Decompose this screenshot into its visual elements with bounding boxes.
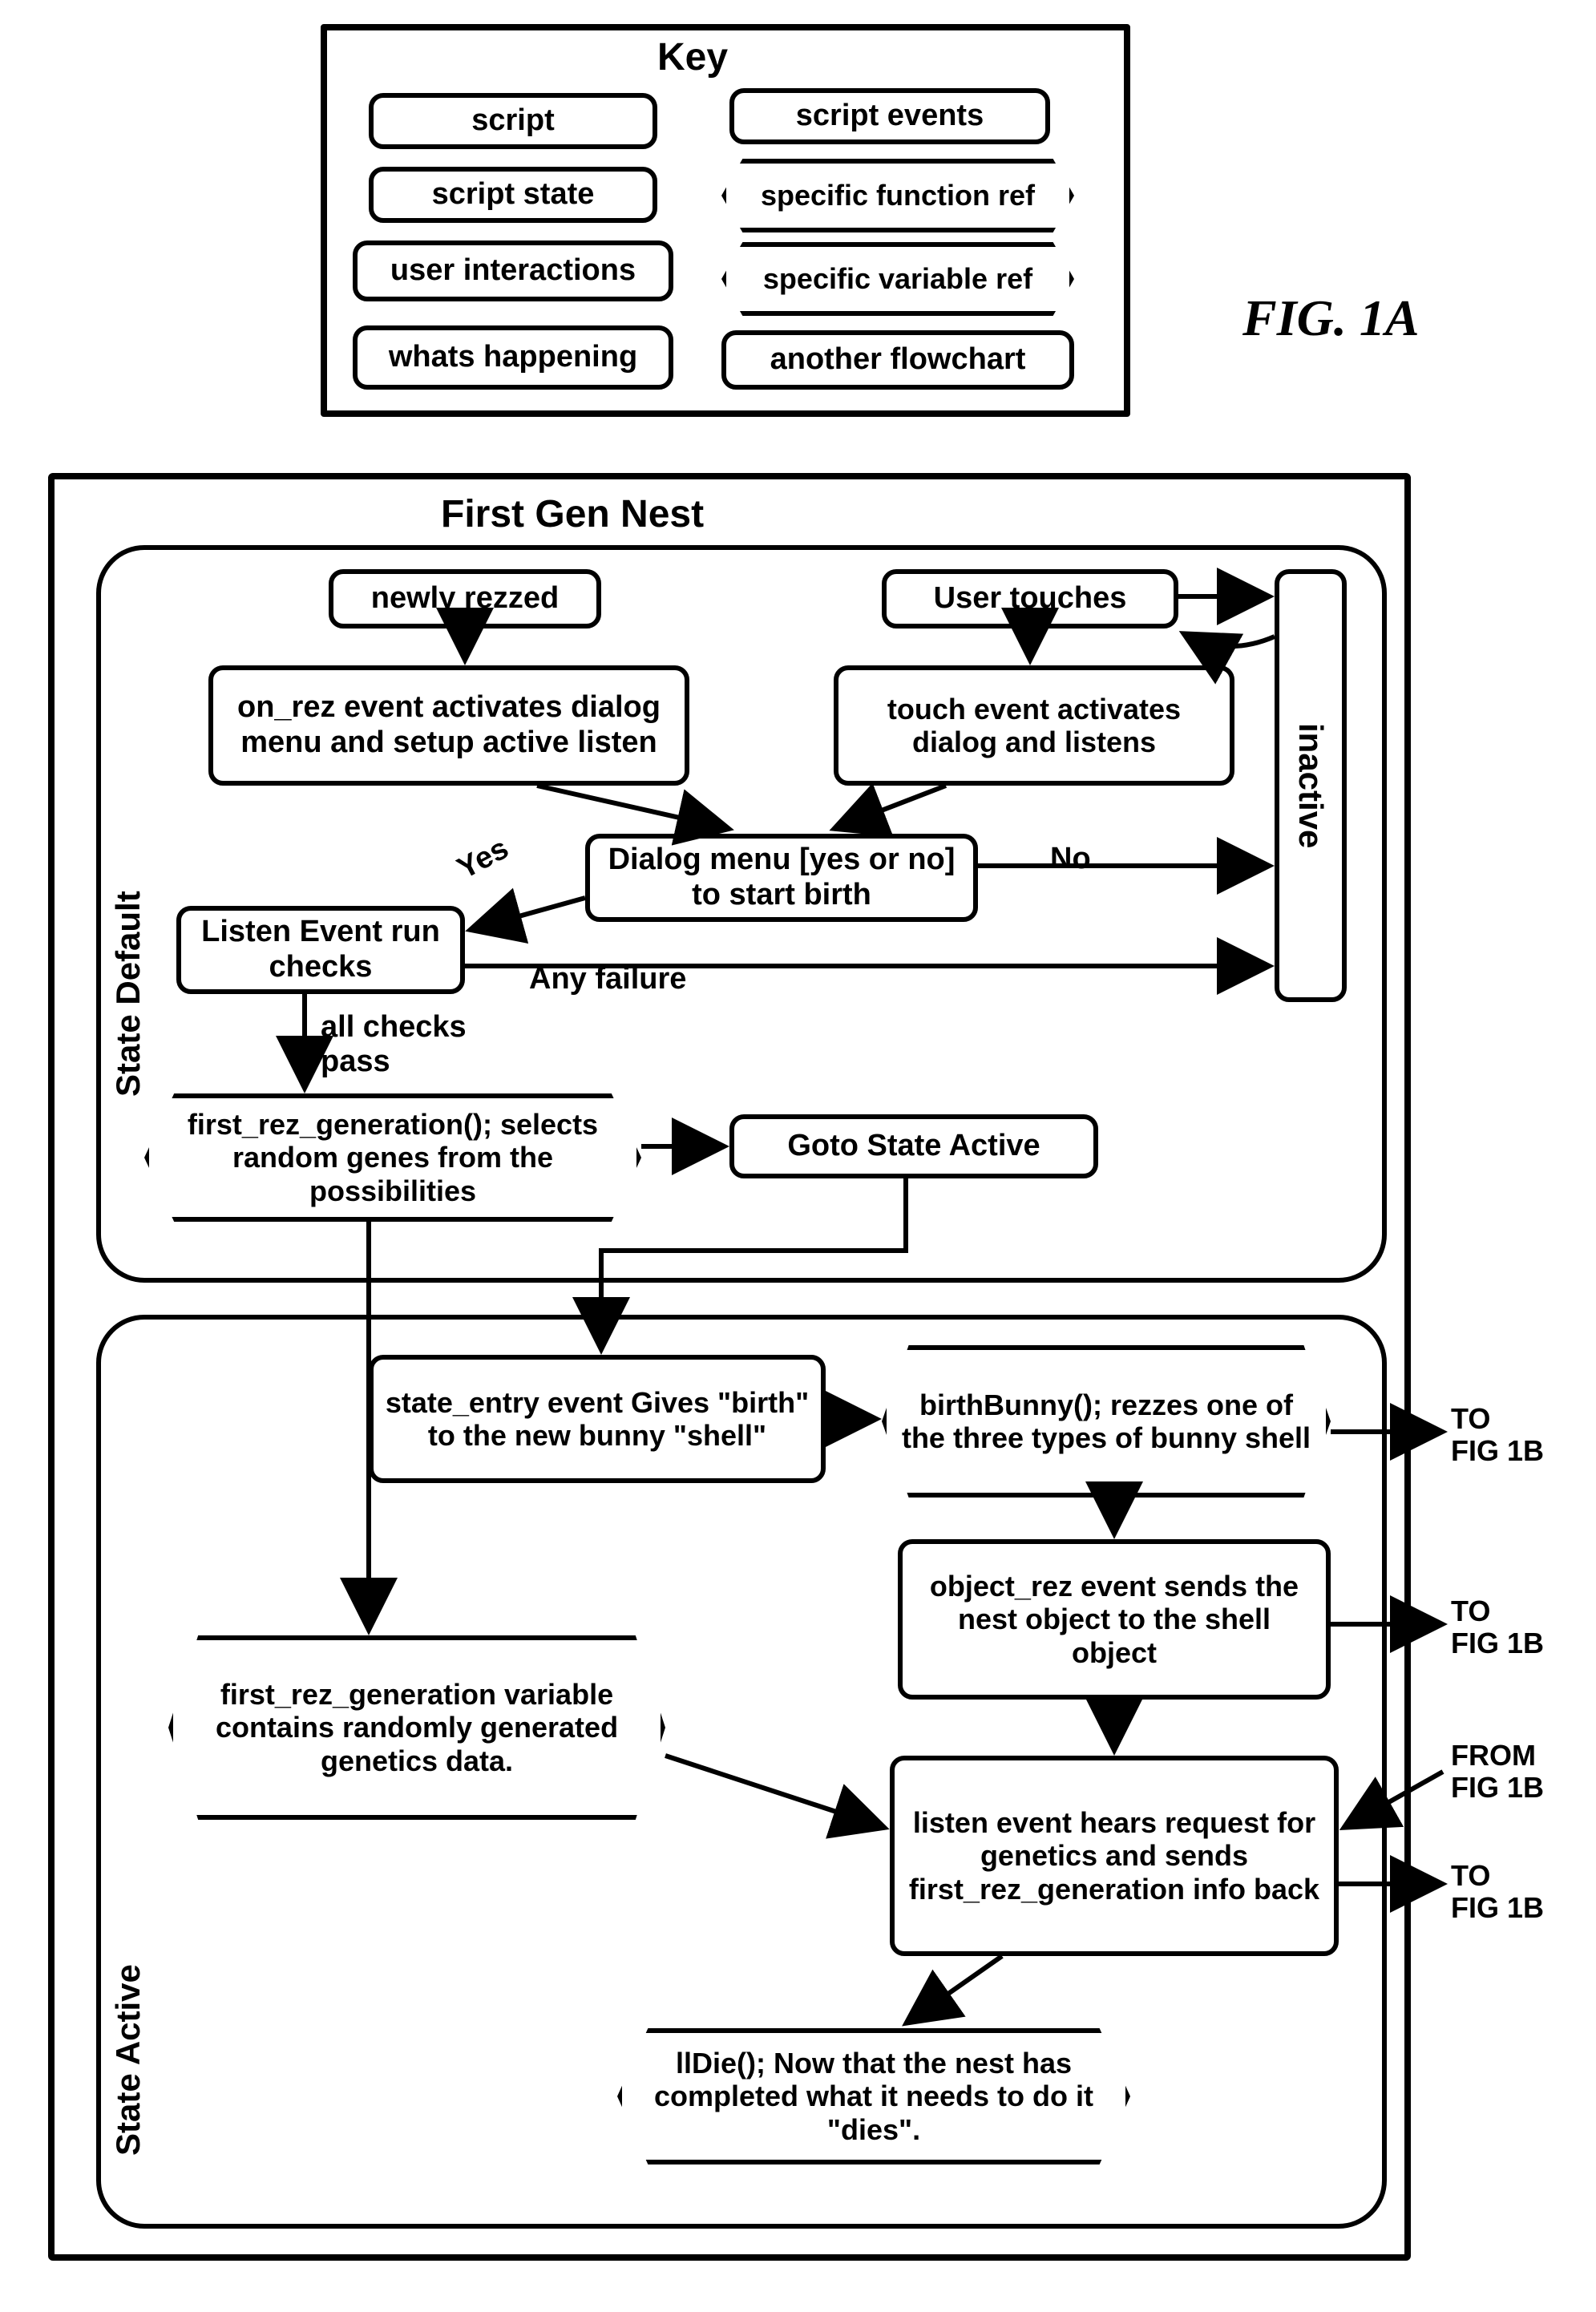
- to-fig1b-a: TOFIG 1B: [1451, 1403, 1544, 1466]
- key-another-flowchart: another flowchart: [721, 330, 1074, 390]
- inactive-box: inactive: [1275, 569, 1347, 1002]
- goto-state-active: Goto State Active: [729, 1114, 1098, 1178]
- on-rez-event: on_rez event activates dialog menu and s…: [208, 665, 689, 786]
- key-script: script: [369, 93, 657, 149]
- dialog-menu: Dialog menu [yes or no] to start birth: [585, 834, 978, 922]
- object-rez-event: object_rez event sends the nest object t…: [898, 1539, 1331, 1700]
- main-title: First Gen Nest: [441, 492, 704, 536]
- key-title: Key: [657, 35, 728, 79]
- to-fig1b-c: TOFIG 1B: [1451, 1860, 1544, 1923]
- state-default-label: State Default: [109, 834, 147, 1154]
- key-specific-function: specific function ref: [721, 159, 1074, 232]
- touch-event: touch event activates dialog and listens: [834, 665, 1234, 786]
- first-rez-generation-var: first_rez_generation variable contains r…: [168, 1635, 665, 1820]
- from-fig1b: FROMFIG 1B: [1451, 1740, 1544, 1803]
- figure-label: FIG. 1A: [1242, 289, 1420, 348]
- any-failure: Any failure: [529, 962, 686, 996]
- key-script-state: script state: [369, 167, 657, 223]
- key-user-interactions: user interactions: [353, 240, 673, 301]
- state-entry-event: state_entry event Gives "birth" to the n…: [369, 1355, 826, 1483]
- lldie-func: llDie(); Now that the nest has completed…: [617, 2028, 1130, 2164]
- to-fig1b-b: TOFIG 1B: [1451, 1595, 1544, 1659]
- key-script-events: script events: [729, 88, 1050, 144]
- user-touches: User touches: [882, 569, 1178, 629]
- state-active-label: State Active: [109, 1908, 147, 2213]
- no-label: No: [1050, 842, 1091, 876]
- newly-rezzed: newly rezzed: [329, 569, 601, 629]
- key-specific-variable: specific variable ref: [721, 242, 1074, 316]
- listen-event-genetics: listen event hears request for genetics …: [890, 1756, 1339, 1956]
- birth-bunny-func: birthBunny(); rezzes one of the three ty…: [882, 1345, 1331, 1498]
- first-rez-generation-func: first_rez_generation(); selects random g…: [144, 1093, 641, 1222]
- listen-event-checks: Listen Event run checks: [176, 906, 465, 994]
- all-checks-pass: all checks pass: [321, 1010, 505, 1079]
- inactive-label: inactive: [1291, 723, 1330, 848]
- key-whats-happening: whats happening: [353, 325, 673, 390]
